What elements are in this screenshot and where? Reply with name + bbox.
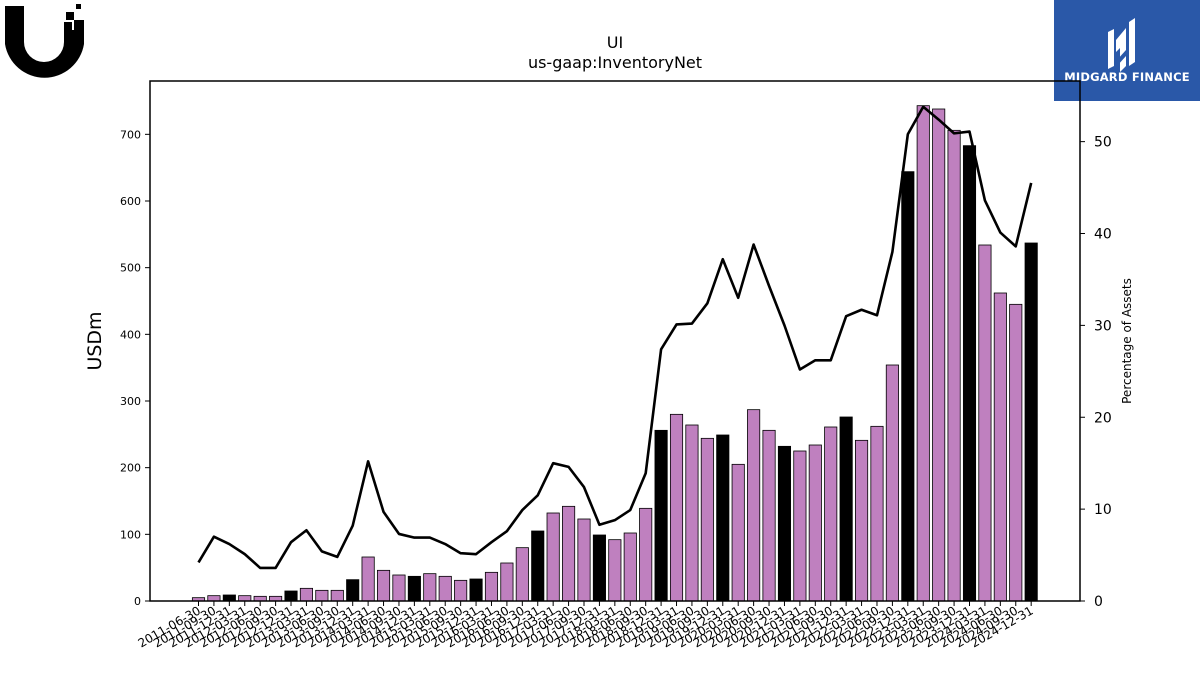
bar-2014-09-30 <box>392 574 406 602</box>
bar-2013-09-30 <box>330 589 344 602</box>
midgard-finance-logo: MIDGARD FINANCE <box>1054 0 1200 101</box>
bar-2014-12-31 <box>407 575 421 602</box>
bar-2016-03-31 <box>484 571 499 602</box>
pixel-4-icon <box>64 22 72 30</box>
bar-2021-06-30 <box>808 444 822 602</box>
y-left-tick-label: 500 <box>120 262 141 275</box>
pixel-2-icon <box>66 12 74 20</box>
bar-2019-12-31 <box>716 434 730 602</box>
bar-2019-09-30 <box>700 437 714 602</box>
bar-2024-09-30 <box>1009 303 1023 602</box>
y-left-tick-label: 600 <box>120 195 141 208</box>
bar-2022-09-30 <box>885 364 899 602</box>
bar-2015-06-30 <box>438 575 452 602</box>
bar-2022-12-31 <box>901 171 915 602</box>
bar-2014-06-30 <box>376 569 391 602</box>
chart-title: UI <box>607 33 623 52</box>
bar-2018-12-31 <box>654 429 668 602</box>
bar-2023-12-31 <box>962 145 977 602</box>
bar-2015-09-30 <box>454 579 468 602</box>
bar-2020-06-30 <box>747 409 761 602</box>
bar-2015-12-31 <box>469 578 483 602</box>
bar-2021-03-31 <box>793 450 807 602</box>
bar-2024-03-31 <box>978 244 992 602</box>
y-right-tick-label: 0 <box>1094 594 1103 610</box>
brand-name: MIDGARD FINANCE <box>1064 70 1190 84</box>
midgard-mark-icon <box>1108 18 1135 72</box>
bar-2021-09-30 <box>824 426 838 602</box>
bar-2011-12-31 <box>222 594 236 602</box>
bar-2015-03-31 <box>423 573 437 602</box>
bar-2020-03-31 <box>731 463 745 602</box>
y-left-tick-label: 200 <box>120 462 141 475</box>
bar-2014-03-31 <box>361 556 375 602</box>
bar-2023-09-30 <box>947 129 961 602</box>
y-axis-left: 0 100 200 300 400 500 600 700 <box>120 128 150 608</box>
bar-2023-03-31 <box>916 105 930 602</box>
bar-2013-03-31 <box>299 587 313 602</box>
bar-2021-12-31 <box>839 416 853 602</box>
bar-2018-03-31 <box>608 539 622 602</box>
y-left-tick-label: 100 <box>120 528 141 541</box>
y-left-tick-label: 700 <box>120 128 141 141</box>
bar-2022-03-31 <box>855 439 869 602</box>
x-axis: 2011-06-302011-09-302011-12-312012-03-31… <box>136 601 1036 650</box>
bar-2017-03-31 <box>546 512 560 602</box>
bar-2018-06-30 <box>623 532 637 602</box>
bar-2016-06-30 <box>500 562 514 602</box>
y-axis-right-label: Percentage of Assets <box>1120 278 1134 404</box>
bar-2023-06-30 <box>932 108 946 602</box>
bar-2011-09-30 <box>207 595 221 602</box>
y-axis-left-label: USDm <box>84 311 106 370</box>
bar-2012-03-31 <box>238 595 252 602</box>
bar-2024-06-30 <box>993 292 1007 602</box>
y-right-tick-label: 20 <box>1094 410 1112 426</box>
bar-2017-12-31 <box>592 534 606 602</box>
bar-2016-12-31 <box>531 530 545 602</box>
bar-2019-03-31 <box>669 413 684 602</box>
bar-2017-06-30 <box>562 505 576 602</box>
bar-2013-12-31 <box>346 579 360 602</box>
bar-2012-12-31 <box>284 590 298 602</box>
bar-series <box>191 105 1038 602</box>
bar-2019-06-30 <box>685 424 699 602</box>
bar-2013-06-30 <box>315 589 329 602</box>
chart-subtitle: us-gaap:InventoryNet <box>528 53 702 72</box>
y-right-tick-label: 10 <box>1094 502 1112 518</box>
bar-2020-09-30 <box>762 429 776 602</box>
pixel-3-icon <box>74 20 84 30</box>
company-logo <box>5 4 84 78</box>
y-left-tick-label: 300 <box>120 395 141 408</box>
bar-2017-09-30 <box>577 518 591 602</box>
percentage-of-assets-line <box>197 105 1033 570</box>
y-right-tick-label: 30 <box>1094 318 1112 334</box>
bar-2020-12-31 <box>777 445 792 602</box>
y-axis-right: 0 10 20 30 40 50 <box>1080 135 1112 610</box>
bar-2016-09-30 <box>515 547 529 602</box>
bar-2022-06-30 <box>870 425 884 602</box>
y-left-tick-label: 0 <box>134 595 141 608</box>
u-mark-icon <box>5 6 84 78</box>
y-left-tick-label: 400 <box>120 328 141 341</box>
y-right-tick-label: 50 <box>1094 135 1112 151</box>
line-series <box>197 105 1033 570</box>
y-right-tick-label: 40 <box>1094 227 1112 243</box>
pixel-1-icon <box>76 4 81 9</box>
bar-2024-12-31 <box>1024 242 1038 602</box>
bar-2018-09-30 <box>639 507 653 602</box>
